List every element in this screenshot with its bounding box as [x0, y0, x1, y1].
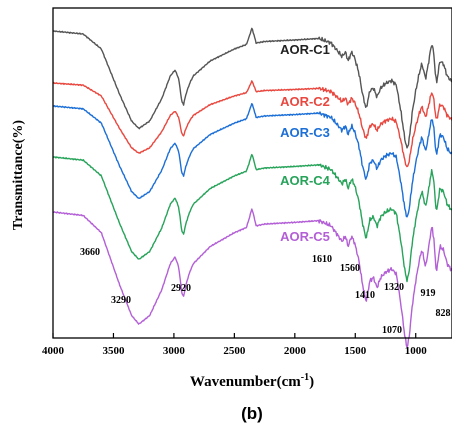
- x-axis-title-sup: -1: [301, 372, 309, 383]
- x-tick-label: 2500: [223, 345, 246, 357]
- y-axis-title: Transmittance(%): [11, 120, 26, 230]
- x-tick-label: 3000: [163, 345, 186, 357]
- peak-label-3290: 3290: [111, 295, 131, 306]
- x-axis-title-main: Wavenumber(cm: [190, 374, 301, 390]
- peak-label-1410: 1410: [355, 290, 375, 301]
- peak-label-1610: 1610: [312, 254, 332, 265]
- series-line-aor-c3: [52, 103, 452, 218]
- peak-label-2920: 2920: [171, 283, 191, 294]
- x-tick-label: 4000: [42, 345, 65, 357]
- x-tick-label: 1500: [344, 345, 367, 357]
- peak-label-919: 919: [421, 288, 436, 299]
- series-line-aor-c5: [53, 208, 452, 348]
- panel-label: (b): [241, 404, 263, 423]
- annotation-layer: AOR-C1 AOR-C2 AOR-C3 AOR-C4 AOR-C5 3660 3290 29…: [80, 42, 451, 336]
- series-label-aor-c4: AOR-C4: [280, 173, 331, 188]
- peak-label-1560: 1560: [340, 263, 360, 274]
- series-line-aor-c2: [52, 80, 452, 168]
- x-tick-label: 1000: [405, 345, 428, 357]
- series-label-aor-c1: AOR-C1: [280, 42, 330, 57]
- series-layer: [52, 27, 452, 348]
- peak-label-828: 828: [436, 308, 451, 319]
- x-axis-title: Wavenumber(cm-1): [190, 372, 314, 390]
- peak-label-1070: 1070: [382, 325, 402, 336]
- series-label-aor-c2: AOR-C2: [280, 94, 330, 109]
- x-tick-label: 2000: [284, 345, 307, 357]
- peak-label-3660: 3660: [80, 247, 100, 258]
- series-line-aor-c1: [52, 27, 452, 149]
- plot-frame: [52, 7, 452, 339]
- peak-label-1320: 1320: [384, 282, 404, 293]
- series-label-aor-c3: AOR-C3: [280, 125, 330, 140]
- series-line-aor-c4: [52, 153, 452, 283]
- x-tick-label: 3500: [102, 345, 125, 357]
- series-label-aor-c5: AOR-C5: [280, 229, 330, 244]
- x-axis-ticks: 4000 3500 3000 2500 2000 1500 1000: [42, 333, 427, 357]
- x-axis-title-close: ): [309, 374, 314, 390]
